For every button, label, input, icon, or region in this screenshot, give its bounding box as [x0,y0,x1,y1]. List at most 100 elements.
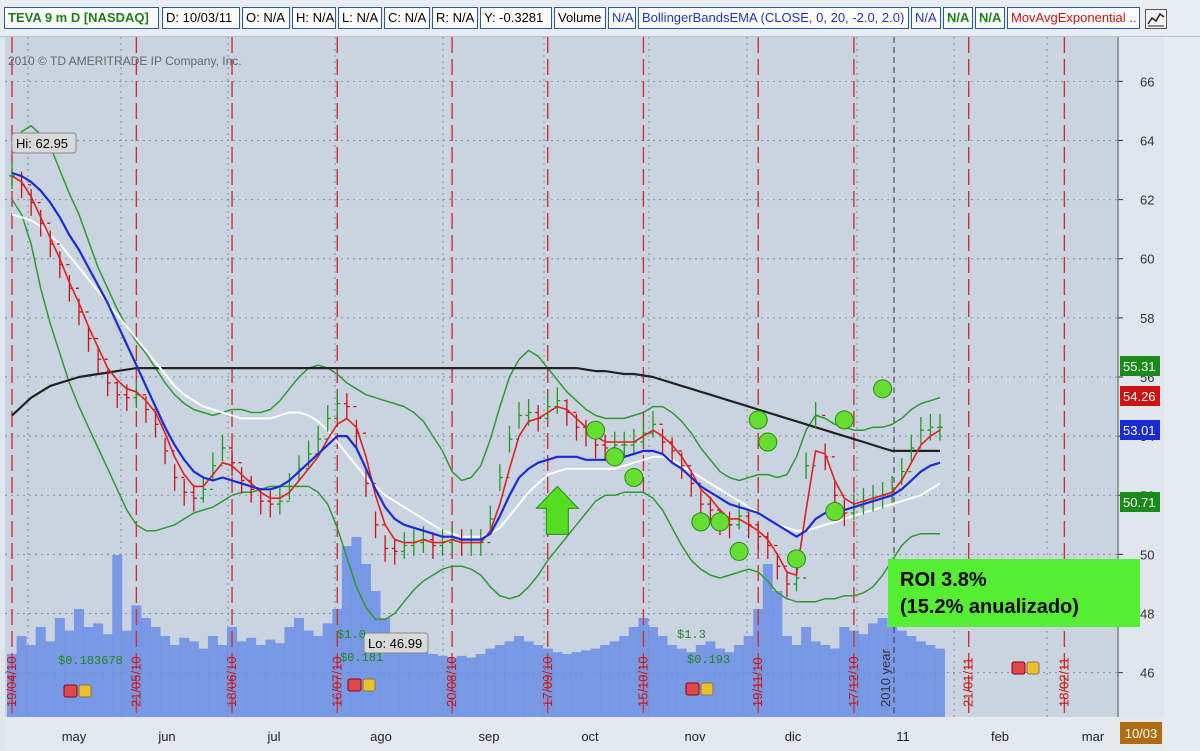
volume-bar [743,636,754,717]
volume-bar [16,636,27,717]
open-field: O: N/A [242,7,290,29]
chart-line-glyph [1147,12,1165,27]
volume-bar [695,645,706,717]
volume-bar [121,630,132,717]
month-label: nov [685,729,706,744]
symbol-field[interactable]: TEVA 9 m D [NASDAQ] [4,7,159,29]
volume-bar [667,645,678,717]
volume-bar [514,636,525,717]
volume-bar [887,627,898,717]
x-axis-band [5,717,1200,751]
volume-bar [494,645,505,717]
volume-bar [284,627,295,717]
volume-bar [255,645,266,717]
volume-bar [829,648,840,717]
volume-bar [341,546,352,717]
signal-marker [605,447,625,467]
volume-bar [724,652,735,717]
volume-bar [73,609,84,717]
price-chart[interactable]: 464850525456586062646619/04/1021/05/1018… [0,37,1200,751]
volume-bar [475,654,486,717]
roi-line-2: (15.2% anualizado) [900,596,1079,618]
y-tick-label: 60 [1140,252,1154,267]
right-margin [1164,37,1200,751]
event-icon [63,684,78,698]
volume-bar [801,627,812,717]
volume-bar [93,623,104,717]
volume-bar [198,648,209,717]
volume-bar [64,630,75,717]
volume-bar [600,645,611,717]
corner-date: 10/03 [1125,726,1158,741]
signal-marker [691,512,711,532]
volume-bar [906,636,917,717]
volume-bar [896,630,907,717]
volume-bar [26,645,37,717]
date-label: 18/02/11 [1056,657,1071,707]
volume-bar [657,636,668,717]
mov-avg-label[interactable]: MovAvgExponential .. [1007,7,1140,29]
close-field: C: N/A [384,7,430,29]
lo-label: Lo: 46.99 [368,636,422,651]
dividend-label: $0.181 [340,651,383,665]
lo-label-box [363,632,429,654]
bollinger-label[interactable]: BollingerBandsEMA (CLOSE, 0, 20, -2.0, 2… [638,7,909,29]
roi-box [888,559,1140,627]
volume-bar [772,591,783,717]
slow-ema-line [11,171,941,541]
signal-marker [873,379,893,399]
white-moving-average-line [11,213,941,538]
y-value-field: Y: -0.3281 [480,7,552,29]
month-label: oct [581,729,599,744]
low-field: L: N/A [338,7,382,29]
signal-marker [834,410,854,430]
volume-bar [351,537,362,717]
volume-bar [561,654,572,717]
month-label: 11 [896,729,910,744]
volume-bar [274,643,285,717]
earnings-icon [362,678,376,692]
chart-settings-icon[interactable] [1145,9,1167,29]
month-label: jul [266,729,280,744]
y-tick-label: 46 [1140,666,1154,681]
volume-bar [188,641,199,717]
volume-bar [619,636,630,717]
fast-ema-line [11,175,941,576]
volume-bar [160,636,171,717]
date-label: 16/07/10 [329,656,344,707]
volume-bar [246,637,257,717]
signal-marker [586,420,606,440]
volume-bar [207,636,218,717]
y-tick-label: 50 [1140,547,1154,562]
volume-bar [810,641,821,717]
volume-bar [781,636,792,717]
volume-bar [915,641,926,717]
earnings-icon [700,682,714,696]
month-label: feb [991,729,1009,744]
volume-bar [303,630,314,717]
volume-bar [581,650,592,717]
volume-label[interactable]: Volume [554,7,606,29]
price-badge-value: 55.31 [1123,359,1156,374]
volume-bar [102,634,113,717]
toolbar: TEVA 9 m D [NASDAQ] D: 10/03/11 O: N/A H… [0,0,1200,38]
event-icon [347,678,362,692]
price-badge [1120,420,1160,440]
volume-bar [370,591,381,717]
y-tick-label: 58 [1140,311,1154,326]
year-label: 2010 year [878,649,893,707]
volume-bar [485,648,496,717]
volume-bar [313,636,324,717]
dividend-label: $1.0 [337,628,366,642]
price-badge-value: 53.01 [1123,423,1156,438]
month-label: ago [370,729,392,744]
bb-value-1: N/A [911,7,941,29]
volume-bar [265,639,276,717]
volume-bar [877,618,888,717]
event-icon [685,682,700,696]
volume-bar [427,654,438,717]
bollinger-upper-line [11,124,941,482]
volume-bar [466,657,477,717]
volume-bar [150,627,161,717]
